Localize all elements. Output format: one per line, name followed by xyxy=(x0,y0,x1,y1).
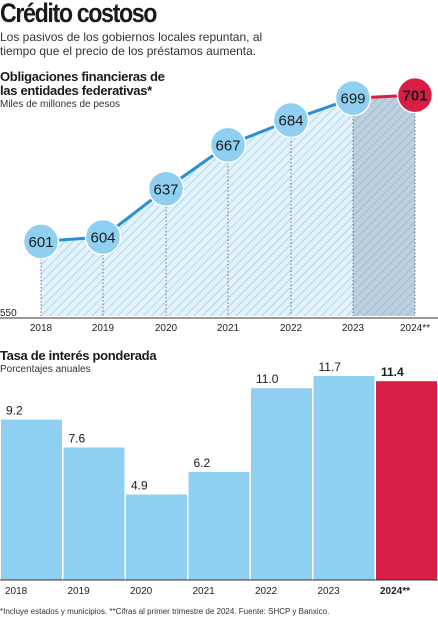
x-tick-label: 2023 xyxy=(318,586,341,597)
bar xyxy=(1,419,62,580)
bar-chart: 9.2 2018 7.6 2019 4.9 2020 6.2 2021 11.0 2022 11.7… xyxy=(0,360,438,597)
data-label: 601 xyxy=(28,234,53,251)
data-label: 604 xyxy=(90,230,115,247)
bar-value-label: 11.4 xyxy=(381,365,404,379)
bar-chart-title: Tasa de interés ponderada xyxy=(0,348,157,363)
point-marker xyxy=(396,76,434,114)
bar-value-label: 4.9 xyxy=(131,479,148,493)
page-title: Crédito costoso xyxy=(0,0,157,28)
line-chart-title: Obligaciones financieras de las entidade… xyxy=(0,69,165,98)
point-marker xyxy=(147,170,185,208)
line-area-highlight xyxy=(353,95,415,316)
y-axis-label: 550 xyxy=(0,308,17,319)
data-point: 637 xyxy=(147,170,185,208)
x-tick-label: 2019 xyxy=(68,586,91,597)
data-point: 601 xyxy=(22,223,60,260)
x-tick-label: 2022 xyxy=(255,586,278,597)
bar xyxy=(126,494,187,580)
line-chart-subtitle: Miles de millones de pesos xyxy=(0,99,121,110)
x-tick-label: 2023 xyxy=(342,323,365,334)
data-label: 701 xyxy=(402,88,427,105)
data-label: 667 xyxy=(215,137,240,154)
point-marker xyxy=(334,79,372,117)
data-point: 604 xyxy=(84,218,122,256)
bar-value-label: 7.6 xyxy=(69,431,86,445)
bar-value-label: 9.2 xyxy=(6,404,23,418)
x-tick-label: 2018 xyxy=(5,586,28,597)
page-subtitle: Los pasivos de los gobiernos locales rep… xyxy=(0,30,263,58)
bar xyxy=(63,447,125,580)
line-chart: 601 2018 604 2019 637 2020 667 2021 684 2022 699 20… xyxy=(0,76,438,334)
footnote: *Incluye estados y municipios. **Cifras … xyxy=(0,607,330,616)
bar-chart-subtitle: Porcentajes anuales xyxy=(0,364,91,375)
bar-value-label: 6.2 xyxy=(194,456,211,470)
x-tick-label: 2018 xyxy=(30,323,53,334)
bar xyxy=(188,471,250,580)
x-tick-label: 2020 xyxy=(130,586,153,597)
x-tick-label: 2022 xyxy=(280,323,303,334)
data-label: 699 xyxy=(340,91,365,108)
bar xyxy=(376,381,437,580)
x-tick-label: 2024** xyxy=(400,323,430,334)
bar xyxy=(251,388,312,580)
bar-value-label: 11.7 xyxy=(319,360,342,374)
data-point: 684 xyxy=(272,101,310,139)
x-tick-label: 2024** xyxy=(380,586,410,597)
x-tick-label: 2021 xyxy=(217,323,240,334)
line-area xyxy=(41,98,353,317)
bar xyxy=(313,376,375,580)
x-tick-label: 2020 xyxy=(155,323,178,334)
x-tick-label: 2021 xyxy=(193,586,216,597)
point-marker xyxy=(84,218,122,256)
data-label: 637 xyxy=(153,181,178,198)
data-point: 699 xyxy=(334,79,372,117)
data-point: 667 xyxy=(209,126,247,164)
point-marker xyxy=(272,101,310,139)
point-marker xyxy=(209,126,247,164)
data-point: 701 xyxy=(396,76,434,114)
x-tick-label: 2019 xyxy=(92,323,115,334)
point-marker xyxy=(22,223,60,260)
data-label: 684 xyxy=(278,113,303,130)
bar-value-label: 11.0 xyxy=(256,372,279,386)
